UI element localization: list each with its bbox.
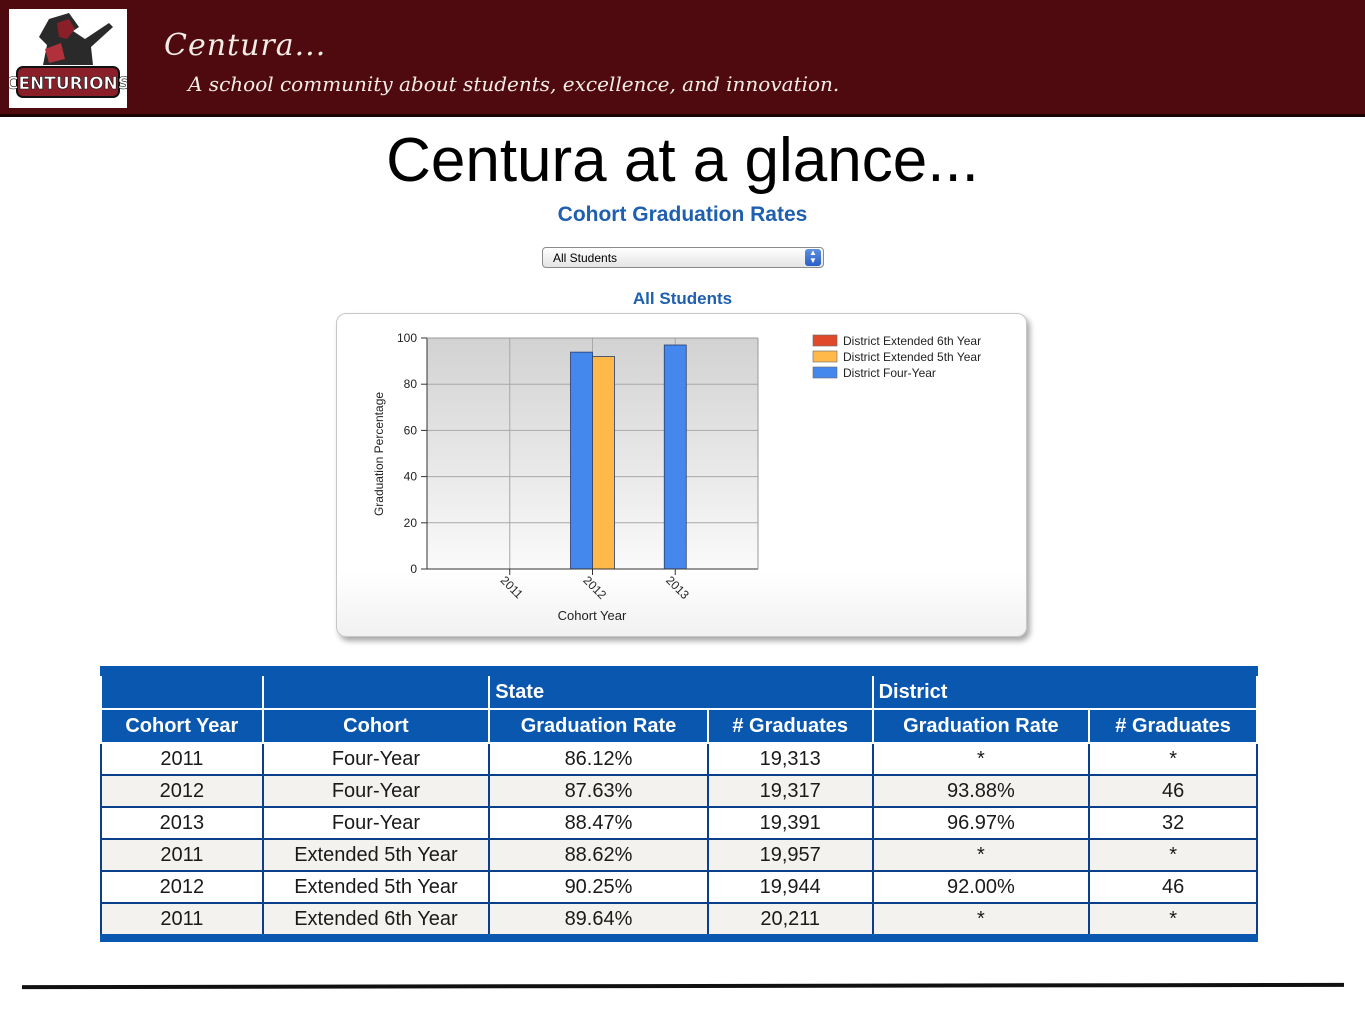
bar-2012-district-four-year [570,351,593,570]
table-row: 2011 Extended 6th Year 89.64% 20,211 * * [100,902,1258,939]
table-cell: 19,944 [706,870,874,904]
group-header-state: State [488,670,874,710]
logo-text: CENTURIONS [9,74,127,94]
table-cell: 90.25% [488,870,709,904]
y-tick-label: 40 [404,470,418,484]
y-tick-label: 100 [397,331,417,345]
table-cell: 19,313 [706,742,874,776]
group-header-district: District [871,670,1259,710]
table-cell: * [1088,742,1258,776]
table-row: 2013 Four-Year 88.47% 19,391 96.97% 32 [100,806,1258,840]
table-row: 2011 Four-Year 86.12% 19,313 * * [100,742,1258,776]
table-cell: 88.62% [488,838,709,872]
student-group-select[interactable]: All Students ▲ ▼ [542,247,824,268]
table-cell: 88.47% [488,806,709,840]
graduation-bar-chart: 0 20 40 60 80 100 2011 2012 2013 Cohort Year Gra… [372,331,981,623]
table-cell: Extended 5th Year [261,870,491,904]
select-arrows-icon: ▲ ▼ [805,249,821,266]
chart-panel: 0 20 40 60 80 100 2011 2012 2013 Cohort Year Gra… [336,313,1027,637]
table-row: 2012 Four-Year 87.63% 19,317 93.88% 46 [100,774,1258,808]
table-cell: 20,211 [706,902,874,939]
x-tick-label: 2011 [498,573,526,601]
column-header-state-rate: Graduation Rate [488,708,709,744]
table-cell: Extended 5th Year [261,838,491,872]
table-cell: 2012 [100,870,264,904]
group-header-blank-2 [261,670,491,710]
student-group-select-value: All Students [553,251,618,265]
y-tick-label: 0 [410,562,417,576]
chart-heading: Cohort Graduation Rates [557,203,808,226]
table-cell: * [871,838,1091,872]
page-title: Centura at a glance... [386,126,979,195]
table-cell: 46 [1088,870,1258,904]
centurions-logo: CENTURIONS [9,9,127,108]
table-cell: 87.63% [488,774,709,808]
footer-rule [21,982,1345,990]
table-cell: Four-Year [261,774,491,808]
table-cell: 2011 [100,742,264,776]
table-cell: * [1088,838,1258,872]
chart-subheading: All Students [632,289,733,308]
column-header-district-graduates: # Graduates [1088,708,1258,744]
table-cell: 19,391 [706,806,874,840]
y-axis-label: Graduation Percentage [372,392,386,516]
table-cell: 86.12% [488,742,709,776]
legend-label: District Extended 5th Year [843,350,981,364]
table-row: 2012 Extended 5th Year 90.25% 19,944 92.… [100,870,1258,904]
column-header-cohort: Cohort [261,708,491,744]
table-row: 2011 Extended 5th Year 88.62% 19,957 * * [100,838,1258,872]
table-cell: 89.64% [488,902,709,939]
table-cell: * [1088,902,1258,939]
graduation-rates-table: State District Cohort Year Cohort Gradua… [100,666,1259,942]
table-cell: 2011 [100,902,264,939]
legend-swatch [812,350,838,363]
legend-swatch [812,334,838,347]
x-tick-label: 2013 [663,573,692,602]
table-cell: 46 [1088,774,1258,808]
table-cell: 19,957 [706,838,874,872]
table-cell: * [871,902,1091,939]
table-column-header-row: Cohort Year Cohort Graduation Rate # Gra… [100,708,1258,744]
header-banner: CENTURIONS Centura... A school community… [0,0,1365,117]
column-header-state-graduates: # Graduates [706,708,874,744]
y-tick-label: 80 [404,377,418,391]
y-tick-label: 20 [404,516,418,530]
table-cell: 2011 [100,838,264,872]
legend-label: District Extended 6th Year [843,334,981,348]
table-cell: 93.88% [871,774,1091,808]
column-header-district-rate: Graduation Rate [871,708,1091,744]
x-axis-label: Cohort Year [558,608,627,623]
column-header-cohort-year: Cohort Year [100,708,264,744]
legend-label: District Four-Year [843,366,936,380]
bar-2013-district-four-year [663,344,687,570]
table-cell: Four-Year [261,742,491,776]
brand-tagline: A school community about students, excel… [188,72,840,96]
table-cell: 2013 [100,806,264,840]
table-cell: 32 [1088,806,1258,840]
bar-2012-district-extended-5th-year [592,356,615,570]
table-group-header-row: State District [100,670,1259,710]
brand-title: Centura... [164,28,327,63]
table-cell: Extended 6th Year [261,902,491,939]
table-cell: * [871,742,1091,776]
table-cell: Four-Year [261,806,491,840]
group-header-blank-1 [100,670,264,710]
table-cell: 19,317 [706,774,874,808]
table-cell: 92.00% [871,870,1091,904]
x-tick-label: 2012 [580,573,609,602]
y-tick-label: 60 [404,423,418,437]
legend-swatch [812,366,838,379]
table-cell: 96.97% [871,806,1091,840]
table-cell: 2012 [100,774,264,808]
